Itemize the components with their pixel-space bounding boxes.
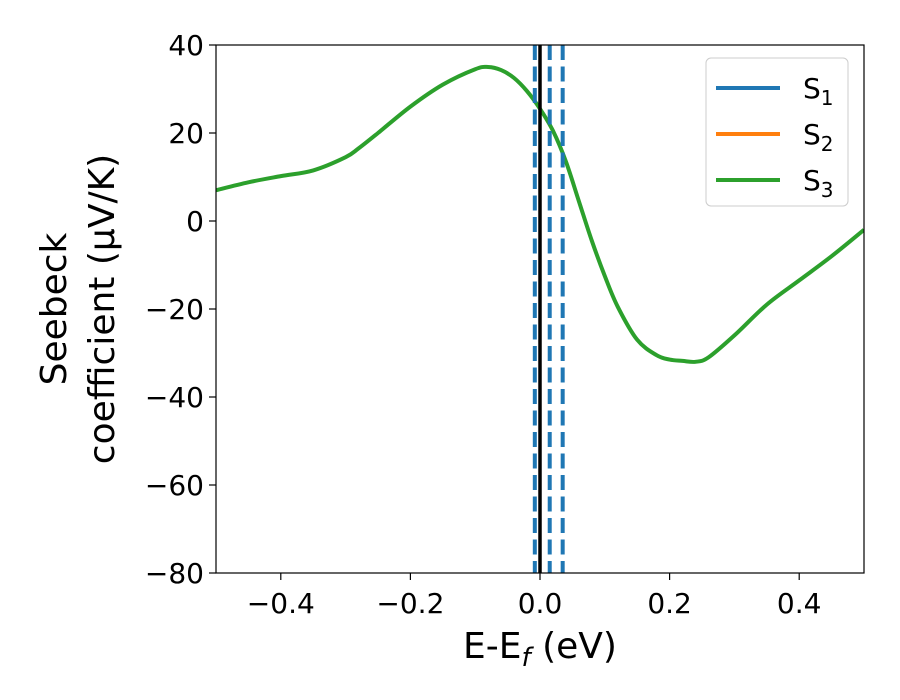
legend-label: S2 <box>803 118 834 156</box>
x-axis-title: E-Ef (eV) <box>463 626 617 673</box>
x-tick-label: 0.0 <box>518 587 563 620</box>
x-tick-label: −0.2 <box>376 587 444 620</box>
y-tick-label: −60 <box>145 469 204 502</box>
legend-label: S3 <box>803 164 834 202</box>
y-axis-ticks: 40 20 0 −20 −40 −60 −80 <box>145 29 216 590</box>
x-tick-label: 0.4 <box>777 587 822 620</box>
seebeck-curve <box>216 64 864 364</box>
x-tick-label: 0.2 <box>647 587 692 620</box>
y-axis-title-line2: coefficient (μV/K) <box>82 154 123 464</box>
y-tick-label: −40 <box>145 381 204 414</box>
y-tick-label: 40 <box>168 29 204 62</box>
y-axis-title: Seebeck coefficient (μV/K) <box>34 154 123 464</box>
x-axis-ticks: −0.4 −0.2 0.0 0.2 0.4 <box>247 573 822 620</box>
plot-frame <box>215 44 865 574</box>
legend-label: S1 <box>803 72 834 110</box>
legend: S1 S2 S3 <box>705 57 849 207</box>
legend-items: S1 S2 S3 <box>716 72 834 202</box>
y-tick-label: 20 <box>168 117 204 150</box>
x-tick-label: −0.4 <box>247 587 315 620</box>
y-axis-title-line1: Seebeck <box>34 232 75 385</box>
plot-area <box>216 64 864 364</box>
y-tick-label: 0 <box>186 205 204 238</box>
y-tick-label: −20 <box>145 293 204 326</box>
y-tick-label: −80 <box>145 557 204 590</box>
plot-layer <box>216 45 864 573</box>
